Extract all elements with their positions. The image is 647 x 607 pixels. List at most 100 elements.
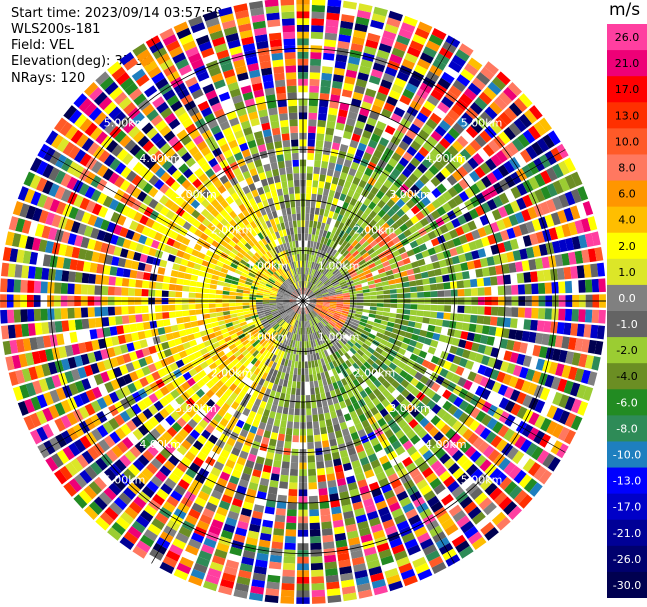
velocity-gate <box>159 561 175 574</box>
velocity-gate <box>36 426 48 442</box>
velocity-gate <box>282 379 288 387</box>
velocity-gate <box>262 298 270 300</box>
velocity-gate <box>264 594 279 603</box>
velocity-gate <box>403 364 412 373</box>
velocity-gate <box>64 218 75 232</box>
velocity-gate <box>263 253 270 260</box>
velocity-gate <box>461 243 471 253</box>
velocity-gate <box>332 234 339 242</box>
velocity-gate <box>506 446 519 460</box>
velocity-gate <box>393 41 408 52</box>
velocity-gate <box>598 278 606 293</box>
velocity-gate <box>309 302 317 305</box>
velocity-gate <box>160 107 173 119</box>
velocity-gate <box>278 308 285 313</box>
velocity-gate <box>361 353 370 361</box>
velocity-gate <box>253 566 267 575</box>
velocity-gate <box>594 247 604 262</box>
velocity-gate <box>378 43 392 54</box>
velocity-gate <box>187 353 197 362</box>
velocity-gate <box>285 434 292 442</box>
velocity-gate <box>322 296 330 299</box>
velocity-gate <box>335 184 343 193</box>
velocity-gate <box>407 46 421 58</box>
velocity-gate <box>169 438 180 449</box>
velocity-gate <box>276 260 282 268</box>
velocity-gate <box>305 267 308 275</box>
velocity-gate <box>220 529 234 540</box>
velocity-gate <box>319 420 326 428</box>
velocity-gate <box>162 275 171 283</box>
velocity-gate <box>67 233 77 246</box>
velocity-gate <box>345 234 352 243</box>
velocity-gate <box>443 475 456 488</box>
velocity-gate <box>169 153 180 164</box>
velocity-gate <box>402 88 415 100</box>
velocity-gate <box>329 493 339 502</box>
velocity-gate <box>481 325 490 335</box>
velocity-gate <box>213 413 223 423</box>
velocity-gate <box>185 514 198 526</box>
velocity-gate <box>385 403 395 413</box>
velocity-gate <box>347 447 357 456</box>
velocity-gate <box>369 287 377 292</box>
velocity-gate <box>265 588 280 597</box>
velocity-gate <box>215 307 223 313</box>
velocity-gate <box>262 464 272 473</box>
velocity-gate <box>473 373 484 385</box>
velocity-gate <box>234 395 243 405</box>
velocity-gate <box>307 442 314 450</box>
velocity-gate <box>84 250 94 261</box>
velocity-gate <box>580 369 591 384</box>
velocity-gate <box>486 172 498 185</box>
velocity-gate <box>425 118 438 130</box>
velocity-gate <box>419 106 432 118</box>
velocity-gate <box>330 204 337 212</box>
velocity-gate <box>460 68 475 82</box>
velocity-gate <box>305 307 309 314</box>
velocity-gate <box>297 313 300 321</box>
velocity-gate <box>229 295 236 299</box>
velocity-gate <box>400 213 410 223</box>
velocity-gate <box>519 223 529 236</box>
velocity-gate <box>123 487 137 500</box>
velocity-gate <box>387 321 395 328</box>
velocity-gate <box>361 252 370 259</box>
velocity-gate <box>481 414 492 427</box>
velocity-gate <box>389 284 397 290</box>
velocity-gate <box>175 311 183 318</box>
velocity-gate <box>88 501 103 516</box>
velocity-gate <box>282 454 291 463</box>
velocity-gate <box>239 321 247 327</box>
velocity-gate <box>471 536 487 550</box>
velocity-gate <box>405 199 416 209</box>
velocity-gate <box>289 299 297 301</box>
velocity-gate <box>396 520 410 531</box>
velocity-gate <box>260 415 269 424</box>
velocity-gate <box>487 449 501 463</box>
velocity-gate <box>147 145 159 157</box>
velocity-gate <box>74 235 84 247</box>
velocity-gate <box>222 295 230 299</box>
velocity-gate <box>419 265 428 273</box>
velocity-gate <box>417 258 426 267</box>
velocity-gate <box>414 273 423 280</box>
velocity-gate <box>370 155 380 165</box>
velocity-gate <box>344 352 351 360</box>
velocity-gate <box>174 337 183 346</box>
velocity-gate <box>415 211 425 221</box>
velocity-gate <box>95 516 110 531</box>
velocity-gate <box>271 361 277 370</box>
velocity-gate <box>397 246 407 255</box>
velocity-gate <box>290 200 296 208</box>
velocity-gate <box>141 289 149 297</box>
velocity-gate <box>141 467 154 480</box>
velocity-gate <box>226 437 236 447</box>
velocity-gate <box>120 423 132 436</box>
velocity-gate <box>327 594 342 603</box>
velocity-gate <box>514 378 525 391</box>
velocity-gate <box>228 251 237 259</box>
velocity-gate <box>368 383 377 392</box>
velocity-gate <box>581 249 590 263</box>
velocity-gate <box>292 435 299 443</box>
